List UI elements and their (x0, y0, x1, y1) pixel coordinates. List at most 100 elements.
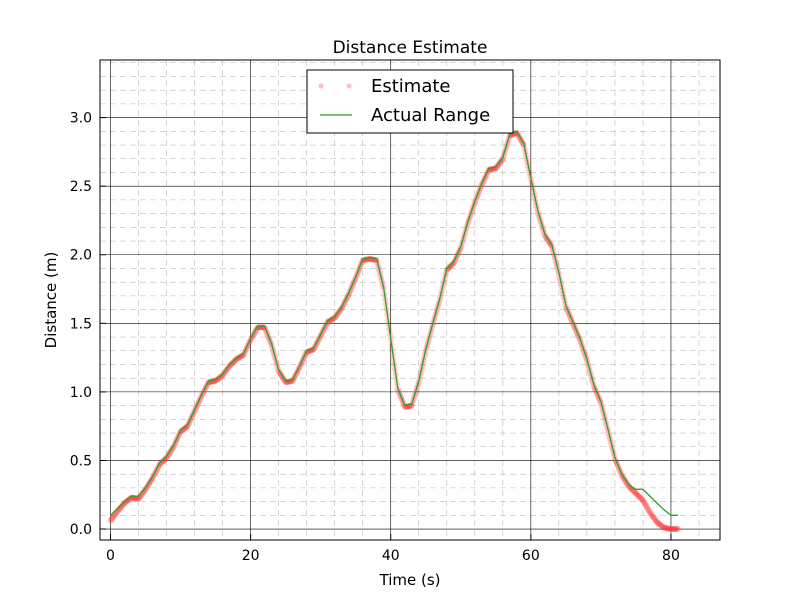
estimate-point (110, 513, 117, 520)
estimate-point (108, 516, 115, 523)
x-tick-label: 0 (106, 548, 115, 564)
estimate-point (213, 376, 220, 383)
estimate-point (634, 491, 641, 498)
estimate-point (667, 526, 674, 533)
estimate-point (184, 423, 191, 430)
estimate-point (661, 524, 668, 531)
estimate-point (653, 519, 660, 526)
estimate-point (158, 459, 165, 466)
estimate-point (674, 526, 681, 533)
estimate-point (446, 264, 453, 271)
actual-range-line (110, 130, 678, 516)
series-actual (110, 130, 678, 516)
plot-background (100, 60, 720, 540)
estimate-point (669, 526, 676, 533)
estimate-point (125, 496, 132, 503)
estimate-point (658, 522, 665, 529)
y-tick-label: 1.0 (70, 385, 92, 401)
estimate-point (652, 517, 659, 524)
estimate-point (648, 511, 655, 518)
estimate-point (142, 486, 149, 493)
estimate-point (232, 357, 239, 364)
estimate-point (656, 520, 663, 527)
estimate-point (639, 496, 646, 503)
estimate-point (631, 489, 638, 495)
estimate-point (219, 372, 226, 379)
estimate-point (644, 504, 651, 511)
y-tick-labels: 0.0 0.5 1.0 1.5 2.0 2.5 3.0 (70, 111, 92, 538)
estimate-point (662, 524, 669, 531)
estimate-point (643, 503, 650, 510)
estimate-point (134, 495, 141, 502)
major-grid (100, 60, 720, 540)
estimate-point (333, 312, 340, 319)
plot-area (99, 59, 721, 541)
estimate-point (672, 526, 679, 533)
y-tick-label: 2.0 (70, 248, 92, 264)
x-tick-label: 80 (662, 548, 680, 564)
legend-estimate-label: Estimate (371, 76, 451, 97)
estimate-point (120, 500, 127, 507)
legend-estimate-marker (346, 83, 352, 89)
estimate-point (134, 495, 141, 502)
legend-actual-label: Actual Range (371, 105, 490, 126)
estimate-point (162, 455, 169, 462)
estimate-point (122, 498, 129, 505)
estimate-point (213, 377, 220, 384)
y-tick-label: 0.5 (70, 453, 92, 469)
estimate-point (160, 457, 167, 464)
estimate-point (111, 513, 118, 519)
estimate-point (651, 516, 658, 523)
estimate-point (635, 492, 642, 499)
legend-estimate-marker (318, 83, 324, 89)
estimate-point (653, 518, 660, 525)
estimate-point (637, 494, 644, 501)
estimate-point (630, 488, 637, 495)
estimate-point (450, 260, 457, 267)
estimate-point (122, 499, 129, 506)
estimate-point (214, 376, 221, 383)
estimate-point (135, 495, 142, 502)
estimate-point (132, 495, 139, 502)
estimate-point (127, 495, 134, 502)
estimate-point (666, 525, 673, 532)
estimate-point (663, 525, 670, 532)
estimate-point (656, 521, 663, 528)
estimate-point (645, 507, 652, 514)
estimate-point (164, 453, 171, 460)
x-tick-label: 60 (522, 548, 540, 564)
estimate-point (663, 525, 670, 532)
estimate-point (159, 458, 166, 465)
legend: Estimate Actual Range (306, 69, 514, 134)
estimate-point (672, 526, 679, 533)
legend-box (306, 69, 514, 134)
y-axis-label: Distance (m) (42, 252, 60, 349)
estimate-point (215, 375, 222, 382)
estimate-point (218, 372, 225, 379)
estimate-point (632, 489, 639, 496)
estimate-point (649, 513, 656, 520)
estimate-point (216, 374, 223, 381)
x-tick-label: 20 (242, 548, 260, 564)
estimate-point (449, 261, 456, 268)
estimate-point (163, 454, 170, 461)
estimate-point (646, 508, 653, 515)
estimate-point (642, 502, 649, 509)
estimate-point (181, 425, 188, 432)
estimate-point (281, 377, 288, 384)
estimate-point (235, 355, 242, 362)
estimate-point (140, 489, 147, 496)
y-tick-label: 0.0 (70, 522, 92, 538)
x-axis-label: Time (s) (379, 571, 441, 589)
estimate-point (642, 500, 649, 507)
estimate-point (120, 501, 127, 508)
estimate-point (228, 361, 235, 368)
estimate-point (162, 456, 169, 463)
y-tick-label: 2.5 (70, 179, 92, 195)
estimate-point (141, 488, 148, 495)
plot-frame (99, 59, 721, 541)
estimate-point (139, 490, 146, 497)
estimate-point (133, 495, 140, 502)
estimate-point (633, 491, 640, 498)
